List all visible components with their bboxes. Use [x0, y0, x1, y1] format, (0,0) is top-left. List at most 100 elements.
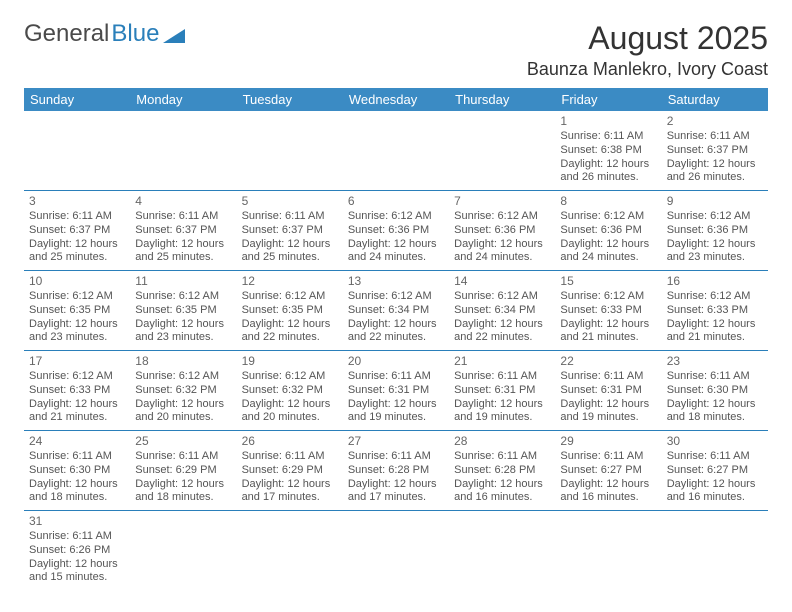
sunset-text: Sunset: 6:36 PM — [348, 224, 444, 238]
sunrise-text: Sunrise: 6:12 AM — [667, 290, 763, 304]
sunset-text: Sunset: 6:31 PM — [454, 384, 550, 398]
weekday-header: Sunday — [24, 88, 130, 111]
calendar-cell — [343, 511, 449, 591]
calendar-cell: 1Sunrise: 6:11 AMSunset: 6:38 PMDaylight… — [555, 111, 661, 191]
day-number: 15 — [560, 274, 656, 289]
sunrise-text: Sunrise: 6:11 AM — [560, 130, 656, 144]
sunrise-text: Sunrise: 6:12 AM — [560, 210, 656, 224]
sunset-text: Sunset: 6:30 PM — [29, 464, 125, 478]
calendar-row: 24Sunrise: 6:11 AMSunset: 6:30 PMDayligh… — [24, 431, 768, 511]
day-number: 20 — [348, 354, 444, 369]
daylight-text: Daylight: 12 hours and 25 minutes. — [135, 238, 231, 266]
daylight-text: Daylight: 12 hours and 18 minutes. — [135, 478, 231, 506]
calendar-cell: 15Sunrise: 6:12 AMSunset: 6:33 PMDayligh… — [555, 271, 661, 351]
sunrise-text: Sunrise: 6:12 AM — [135, 370, 231, 384]
logo: GeneralBlue — [24, 20, 185, 48]
day-number: 27 — [348, 434, 444, 449]
sunset-text: Sunset: 6:27 PM — [560, 464, 656, 478]
logo-text-blue: Blue — [111, 20, 159, 48]
day-number: 2 — [667, 114, 763, 129]
calendar-cell: 20Sunrise: 6:11 AMSunset: 6:31 PMDayligh… — [343, 351, 449, 431]
day-number: 21 — [454, 354, 550, 369]
calendar-row: 31Sunrise: 6:11 AMSunset: 6:26 PMDayligh… — [24, 511, 768, 591]
day-number: 23 — [667, 354, 763, 369]
title-block: August 2025 Baunza Manlekro, Ivory Coast — [527, 20, 768, 80]
sunrise-text: Sunrise: 6:11 AM — [454, 370, 550, 384]
calendar-cell: 6Sunrise: 6:12 AMSunset: 6:36 PMDaylight… — [343, 191, 449, 271]
calendar-cell: 28Sunrise: 6:11 AMSunset: 6:28 PMDayligh… — [449, 431, 555, 511]
calendar-cell: 18Sunrise: 6:12 AMSunset: 6:32 PMDayligh… — [130, 351, 236, 431]
day-number: 24 — [29, 434, 125, 449]
weekday-header: Monday — [130, 88, 236, 111]
day-number: 5 — [242, 194, 338, 209]
weekday-header: Tuesday — [237, 88, 343, 111]
day-number: 13 — [348, 274, 444, 289]
sunrise-text: Sunrise: 6:11 AM — [135, 210, 231, 224]
daylight-text: Daylight: 12 hours and 17 minutes. — [348, 478, 444, 506]
sunset-text: Sunset: 6:33 PM — [560, 304, 656, 318]
day-number: 25 — [135, 434, 231, 449]
sunrise-text: Sunrise: 6:12 AM — [29, 290, 125, 304]
calendar-cell: 2Sunrise: 6:11 AMSunset: 6:37 PMDaylight… — [662, 111, 768, 191]
sunset-text: Sunset: 6:35 PM — [242, 304, 338, 318]
day-number: 12 — [242, 274, 338, 289]
sunset-text: Sunset: 6:34 PM — [454, 304, 550, 318]
sunrise-text: Sunrise: 6:11 AM — [560, 450, 656, 464]
calendar-cell — [449, 111, 555, 191]
sunrise-text: Sunrise: 6:12 AM — [135, 290, 231, 304]
sunset-text: Sunset: 6:36 PM — [667, 224, 763, 238]
calendar-cell: 11Sunrise: 6:12 AMSunset: 6:35 PMDayligh… — [130, 271, 236, 351]
day-number: 10 — [29, 274, 125, 289]
sunset-text: Sunset: 6:31 PM — [560, 384, 656, 398]
day-number: 1 — [560, 114, 656, 129]
calendar-cell: 5Sunrise: 6:11 AMSunset: 6:37 PMDaylight… — [237, 191, 343, 271]
daylight-text: Daylight: 12 hours and 18 minutes. — [29, 478, 125, 506]
weekday-header: Friday — [555, 88, 661, 111]
daylight-text: Daylight: 12 hours and 21 minutes. — [29, 398, 125, 426]
sunset-text: Sunset: 6:36 PM — [560, 224, 656, 238]
logo-triangle-icon — [163, 25, 185, 43]
daylight-text: Daylight: 12 hours and 18 minutes. — [667, 398, 763, 426]
calendar-cell: 24Sunrise: 6:11 AMSunset: 6:30 PMDayligh… — [24, 431, 130, 511]
daylight-text: Daylight: 12 hours and 19 minutes. — [560, 398, 656, 426]
day-number: 6 — [348, 194, 444, 209]
calendar-cell: 16Sunrise: 6:12 AMSunset: 6:33 PMDayligh… — [662, 271, 768, 351]
sunrise-text: Sunrise: 6:11 AM — [29, 210, 125, 224]
calendar-cell — [343, 111, 449, 191]
calendar-cell: 25Sunrise: 6:11 AMSunset: 6:29 PMDayligh… — [130, 431, 236, 511]
month-title: August 2025 — [527, 20, 768, 57]
calendar-cell — [237, 511, 343, 591]
calendar-row: 3Sunrise: 6:11 AMSunset: 6:37 PMDaylight… — [24, 191, 768, 271]
calendar-cell: 30Sunrise: 6:11 AMSunset: 6:27 PMDayligh… — [662, 431, 768, 511]
sunrise-text: Sunrise: 6:11 AM — [560, 370, 656, 384]
weekday-header-row: Sunday Monday Tuesday Wednesday Thursday… — [24, 88, 768, 111]
daylight-text: Daylight: 12 hours and 16 minutes. — [667, 478, 763, 506]
sunrise-text: Sunrise: 6:11 AM — [667, 130, 763, 144]
sunset-text: Sunset: 6:33 PM — [29, 384, 125, 398]
day-number: 11 — [135, 274, 231, 289]
daylight-text: Daylight: 12 hours and 24 minutes. — [560, 238, 656, 266]
sunset-text: Sunset: 6:27 PM — [667, 464, 763, 478]
day-number: 28 — [454, 434, 550, 449]
day-number: 9 — [667, 194, 763, 209]
sunset-text: Sunset: 6:32 PM — [242, 384, 338, 398]
sunset-text: Sunset: 6:37 PM — [29, 224, 125, 238]
calendar-cell — [130, 511, 236, 591]
calendar-cell: 17Sunrise: 6:12 AMSunset: 6:33 PMDayligh… — [24, 351, 130, 431]
calendar-cell: 31Sunrise: 6:11 AMSunset: 6:26 PMDayligh… — [24, 511, 130, 591]
daylight-text: Daylight: 12 hours and 16 minutes. — [560, 478, 656, 506]
sunset-text: Sunset: 6:31 PM — [348, 384, 444, 398]
calendar-cell: 10Sunrise: 6:12 AMSunset: 6:35 PMDayligh… — [24, 271, 130, 351]
daylight-text: Daylight: 12 hours and 22 minutes. — [242, 318, 338, 346]
sunrise-text: Sunrise: 6:11 AM — [667, 450, 763, 464]
sunrise-text: Sunrise: 6:11 AM — [667, 370, 763, 384]
day-number: 30 — [667, 434, 763, 449]
day-number: 8 — [560, 194, 656, 209]
sunrise-text: Sunrise: 6:12 AM — [560, 290, 656, 304]
sunrise-text: Sunrise: 6:12 AM — [348, 210, 444, 224]
sunrise-text: Sunrise: 6:11 AM — [242, 450, 338, 464]
calendar-cell: 3Sunrise: 6:11 AMSunset: 6:37 PMDaylight… — [24, 191, 130, 271]
daylight-text: Daylight: 12 hours and 21 minutes. — [667, 318, 763, 346]
sunset-text: Sunset: 6:28 PM — [348, 464, 444, 478]
daylight-text: Daylight: 12 hours and 26 minutes. — [667, 158, 763, 186]
